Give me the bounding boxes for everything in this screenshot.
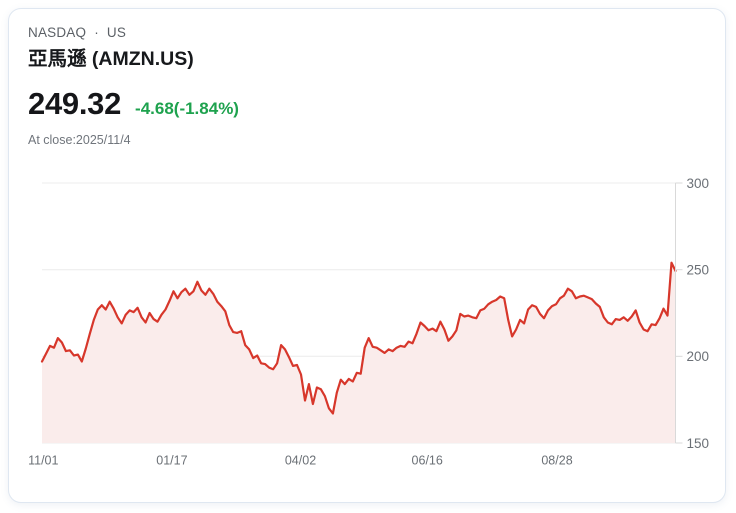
y-axis: [675, 182, 683, 444]
y-tick-label: 200: [687, 349, 710, 364]
y-axis-labels: 300 250 200 150: [687, 176, 710, 451]
market-label: US: [106, 25, 127, 40]
y-tick-label: 250: [687, 263, 710, 278]
x-tick-label: 04/02: [285, 454, 316, 468]
x-tick-label: 11/01: [28, 454, 58, 468]
separator-dot: ·: [94, 25, 99, 40]
x-tick-label: 06/16: [412, 454, 443, 468]
price-line: [40, 261, 677, 415]
price-area-fill: [42, 262, 676, 443]
x-axis-labels: 11/01 01/17 04/02 06/16 08/28: [28, 454, 573, 468]
x-tick-label: 01/17: [156, 454, 187, 468]
x-tick-label: 08/28: [541, 454, 572, 468]
price-row: 249.32 -4.68(-1.84%): [28, 87, 725, 120]
stock-name: 亞馬遜 (AMZN.US): [28, 48, 194, 70]
y-tick-label: 150: [687, 436, 710, 451]
quote-header: NASDAQ · US 亞馬遜 (AMZN.US) 249.32 -4.68(-…: [9, 9, 725, 147]
y-tick-label: 300: [687, 176, 710, 191]
as-of-label: At close:2025/11/4: [28, 133, 131, 147]
exchange-row: NASDAQ · US: [28, 25, 725, 41]
price-change: -4.68(-1.84%): [135, 99, 239, 118]
last-price: 249.32: [28, 86, 122, 121]
exchange-label: NASDAQ: [28, 25, 87, 40]
